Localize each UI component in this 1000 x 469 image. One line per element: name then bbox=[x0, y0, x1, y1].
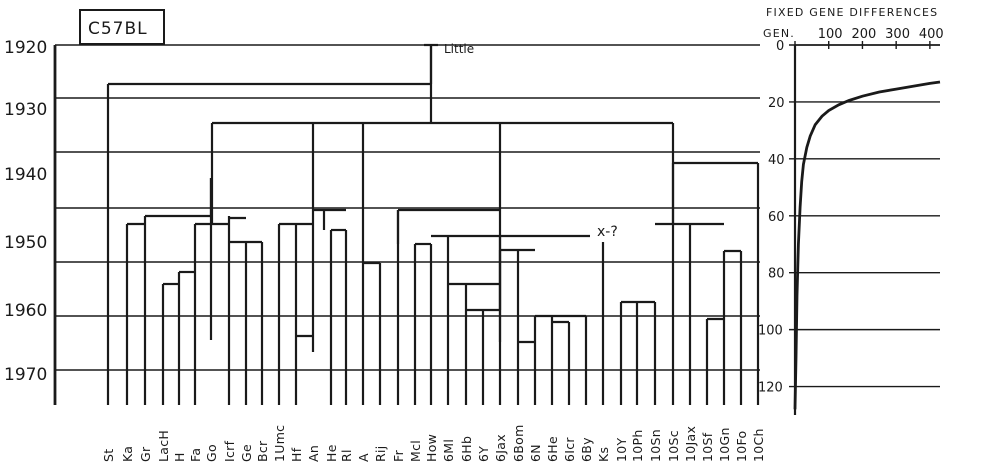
substrain-label: 6N bbox=[528, 444, 543, 462]
strain-title-box: C57BL bbox=[79, 9, 165, 45]
substrain-label: Bcr bbox=[255, 440, 270, 462]
substrain-label: 6By bbox=[579, 437, 594, 462]
substrain-label: Ge bbox=[239, 444, 254, 462]
substrain-label: Icrf bbox=[222, 440, 237, 462]
substrain-label: 6Icr bbox=[562, 437, 577, 462]
substrain-label: 6Bom bbox=[511, 424, 526, 462]
substrain-label: 6Hb bbox=[459, 436, 474, 462]
chart-y-tick-label: 60 bbox=[768, 210, 785, 225]
substrain-label: Fa bbox=[188, 448, 203, 462]
uncertain-branch-label: x-? bbox=[597, 224, 618, 240]
substrain-label: LacH bbox=[156, 430, 171, 462]
year-label-1930: 1930 bbox=[4, 100, 47, 120]
substrain-label: 1Umc bbox=[272, 425, 287, 462]
substrain-label: An bbox=[306, 445, 321, 462]
year-label-1940: 1940 bbox=[4, 165, 47, 185]
strain-title: C57BL bbox=[88, 19, 148, 39]
substrain-label: St bbox=[101, 449, 116, 462]
substrain-label: Go bbox=[204, 444, 219, 462]
founder-label: Little bbox=[444, 42, 474, 56]
chart-axes: 100 200 300 400 0 20 40 60 80 100 120 bbox=[758, 27, 944, 415]
substrain-label: 10Y bbox=[614, 437, 629, 462]
chart-y-tick-label: 120 bbox=[758, 381, 783, 396]
substrain-label: 6He bbox=[545, 436, 560, 462]
year-label-1920: 1920 bbox=[4, 38, 47, 58]
substrain-label: Ks bbox=[596, 447, 611, 462]
substrain-label: Rij bbox=[373, 445, 388, 462]
chart-y-tick-label: 100 bbox=[758, 324, 783, 339]
chart-y-tick-label: 20 bbox=[768, 96, 785, 111]
substrain-label: A bbox=[356, 453, 371, 462]
gene-difference-curve bbox=[793, 80, 941, 410]
substrain-label: Gr bbox=[138, 446, 153, 462]
substrain-label: 6Jax bbox=[493, 434, 508, 462]
substrain-label: He bbox=[324, 444, 339, 462]
chart-y-tick-label: 40 bbox=[768, 153, 785, 168]
substrain-label: Mcl bbox=[408, 440, 423, 462]
chart-xlabel: GEN. bbox=[763, 27, 795, 40]
chart-y-tick-label: 0 bbox=[776, 39, 784, 54]
substrain-label: 10Sf bbox=[700, 432, 715, 462]
substrain-label: 10Ph bbox=[630, 429, 645, 462]
chart-series bbox=[793, 80, 941, 410]
substrain-label: 6Ml bbox=[441, 439, 456, 462]
gene-differences-chart: FIXED GENE DIFFERENCES GEN. 100 200 300 400… bbox=[758, 6, 944, 415]
year-axis: 1920 1930 1940 1950 1960 1970 bbox=[4, 38, 47, 385]
substrain-labels: St Ka Gr LacH H Fa Go Icrf Ge Bcr 1Umc Hf An He Rl A Rij… bbox=[101, 424, 766, 462]
chart-x-tick-label: 100 bbox=[818, 27, 843, 42]
substrain-label: Rl bbox=[339, 449, 354, 462]
year-label-1950: 1950 bbox=[4, 233, 47, 253]
chart-x-tick-label: 400 bbox=[919, 27, 944, 42]
substrain-label: H bbox=[172, 452, 187, 462]
substrain-label: Hf bbox=[289, 447, 304, 462]
year-label-1970: 1970 bbox=[4, 365, 47, 385]
substrain-label: How bbox=[424, 434, 439, 462]
chart-x-tick-label: 300 bbox=[885, 27, 910, 42]
chart-title: FIXED GENE DIFFERENCES bbox=[766, 6, 938, 19]
substrain-label: 10Gn bbox=[717, 427, 732, 462]
chart-y-tick-label: 80 bbox=[768, 267, 785, 282]
chart-x-tick-label: 200 bbox=[851, 27, 876, 42]
substrain-label: 10Jax bbox=[683, 426, 698, 462]
substrain-label: 10Sn bbox=[648, 429, 663, 462]
pedigree-tree bbox=[106, 45, 760, 405]
substrain-label: Fr bbox=[391, 449, 406, 462]
substrain-label: Ka bbox=[120, 446, 135, 462]
substrain-label: 10Ch bbox=[751, 428, 766, 462]
substrain-label: 10Fo bbox=[734, 431, 749, 463]
year-label-1960: 1960 bbox=[4, 301, 47, 321]
year-gridlines bbox=[55, 44, 760, 371]
substrain-label: 10Sc bbox=[666, 430, 681, 462]
substrain-label: 6Y bbox=[476, 446, 491, 462]
